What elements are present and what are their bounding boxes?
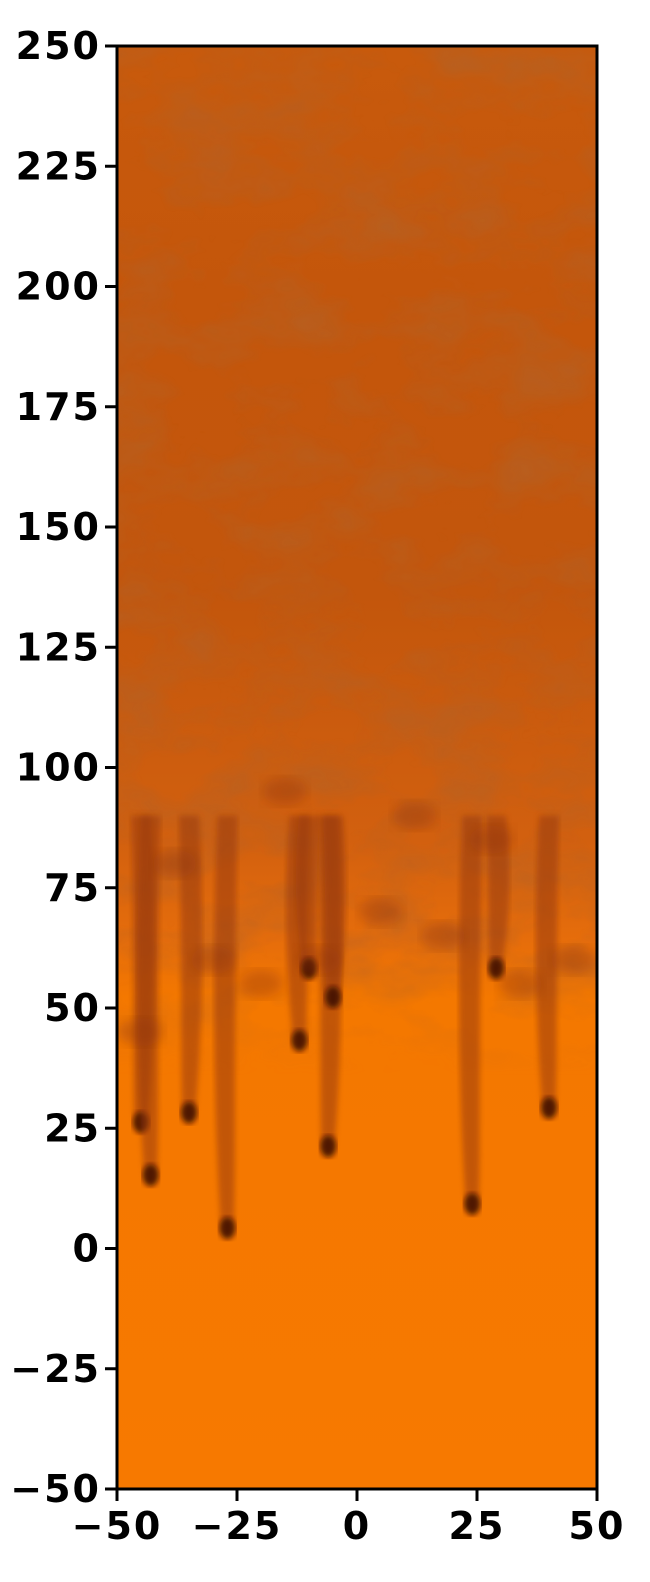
mixing-blob-10 bbox=[469, 825, 514, 854]
plume-4 bbox=[458, 815, 483, 1216]
plume-2 bbox=[137, 815, 161, 1187]
x-tick-label: −50 bbox=[72, 1504, 163, 1548]
x-axis: −50 −25 0 25 50 bbox=[72, 1489, 626, 1548]
mixing-blob-0 bbox=[119, 1018, 163, 1047]
mixing-blob-5 bbox=[421, 921, 466, 950]
plot-area bbox=[117, 46, 597, 1489]
mixing-blob-7 bbox=[551, 945, 595, 974]
y-tick-label: 100 bbox=[16, 746, 101, 790]
plume-layer bbox=[119, 777, 595, 1240]
y-tick-label: 25 bbox=[44, 1106, 101, 1150]
y-tick-label: 75 bbox=[44, 866, 101, 910]
x-tick-label: −25 bbox=[192, 1504, 283, 1548]
x-tick-label: 0 bbox=[343, 1504, 371, 1548]
x-tick-label: 50 bbox=[569, 1504, 626, 1548]
y-tick-label: 50 bbox=[44, 986, 101, 1030]
x-tick-label: 25 bbox=[449, 1504, 506, 1548]
y-tick-label: 175 bbox=[16, 385, 101, 429]
y-tick-label: 200 bbox=[16, 265, 101, 309]
plume-10 bbox=[535, 815, 559, 1119]
turbulence-texture bbox=[117, 46, 597, 1489]
y-tick-label: 250 bbox=[16, 24, 101, 68]
mixing-blob-1 bbox=[191, 945, 235, 974]
mixing-blob-6 bbox=[498, 969, 543, 998]
y-tick-label: −50 bbox=[10, 1467, 101, 1511]
mixing-blob-3 bbox=[296, 945, 341, 974]
y-tick-label: 0 bbox=[73, 1227, 101, 1271]
y-tick-label: 125 bbox=[16, 625, 101, 669]
y-tick-label: 225 bbox=[16, 144, 101, 188]
y-tick-label: 150 bbox=[16, 505, 101, 549]
mixing-blob-4 bbox=[359, 897, 403, 926]
mixing-blob-8 bbox=[152, 849, 197, 878]
mixing-blob-2 bbox=[239, 969, 283, 998]
mixing-blob-11 bbox=[263, 777, 307, 806]
plume-5 bbox=[486, 815, 510, 980]
plume-9 bbox=[179, 815, 203, 1124]
y-tick-label: −25 bbox=[10, 1347, 101, 1391]
plume-0 bbox=[214, 815, 238, 1240]
mixing-blob-9 bbox=[392, 801, 437, 830]
